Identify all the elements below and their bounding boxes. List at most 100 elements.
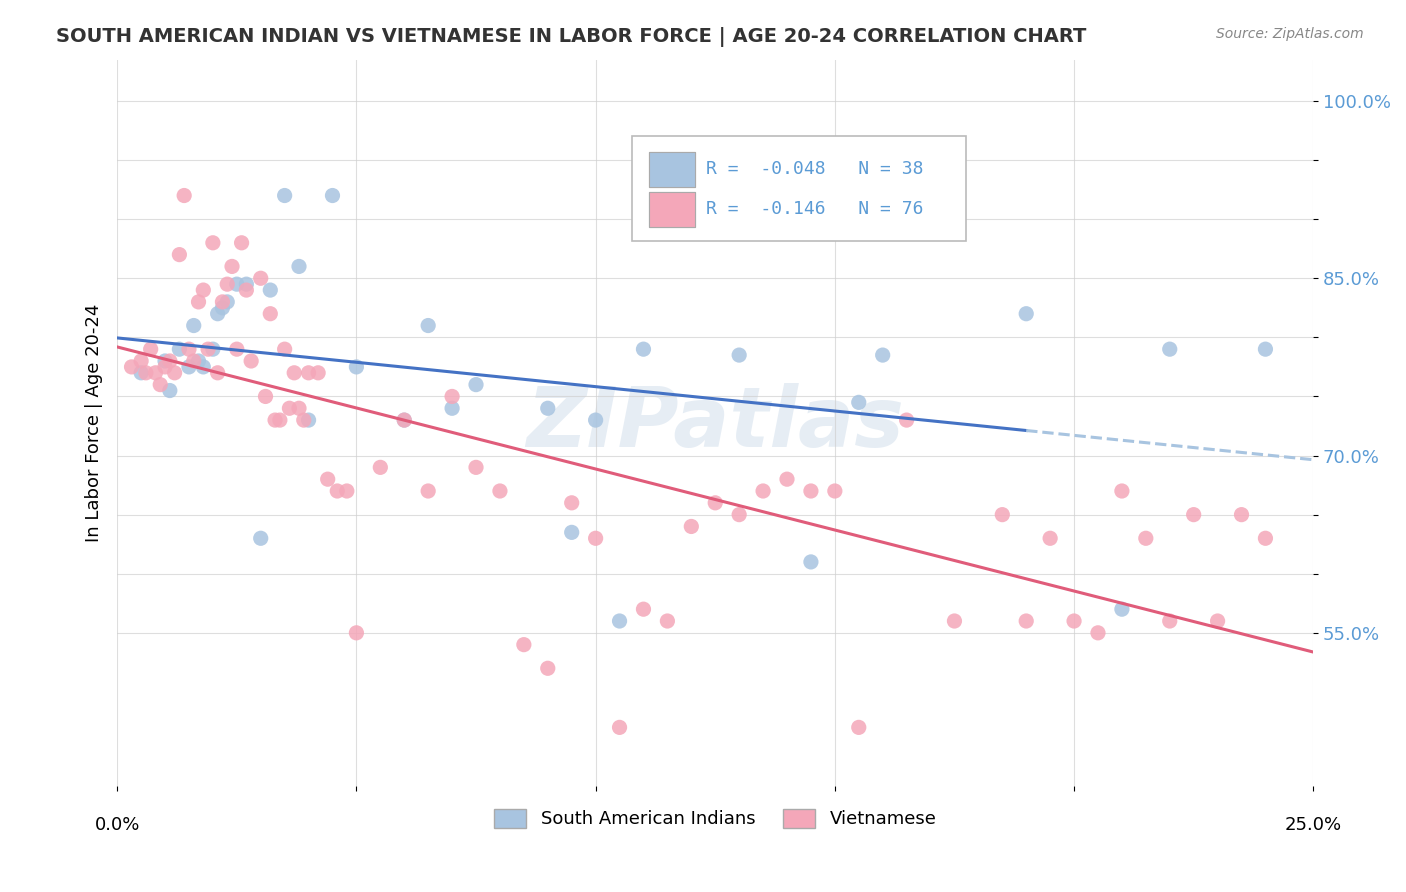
Point — [370, 460, 392, 475]
Text: Source: ZipAtlas.com: Source: ZipAtlas.com — [1216, 27, 1364, 41]
Y-axis label: In Labor Force | Age 20-24: In Labor Force | Age 20-24 — [86, 304, 103, 542]
FancyBboxPatch shape — [650, 152, 695, 186]
Point — [259, 283, 281, 297]
Point — [1182, 508, 1205, 522]
Point — [254, 389, 277, 403]
Point — [991, 508, 1014, 522]
Point — [153, 359, 176, 374]
Point — [394, 413, 416, 427]
Text: R =  -0.048   N = 38: R = -0.048 N = 38 — [706, 160, 924, 178]
Point — [1111, 483, 1133, 498]
Point — [633, 602, 655, 616]
Point — [585, 413, 607, 427]
Point — [183, 354, 205, 368]
Point — [235, 283, 257, 297]
Legend: South American Indians, Vietnamese: South American Indians, Vietnamese — [486, 802, 943, 836]
Point — [513, 638, 536, 652]
Point — [278, 401, 301, 416]
Point — [1111, 602, 1133, 616]
Point — [235, 277, 257, 292]
Point — [609, 720, 631, 734]
Point — [561, 525, 583, 540]
Point — [752, 483, 775, 498]
Point — [344, 359, 367, 374]
Point — [943, 614, 966, 628]
Point — [418, 483, 440, 498]
Point — [1159, 614, 1181, 628]
Point — [149, 377, 172, 392]
Point — [183, 318, 205, 333]
Point — [211, 294, 233, 309]
Point — [441, 401, 464, 416]
Point — [273, 342, 295, 356]
Point — [800, 483, 823, 498]
Point — [1206, 614, 1229, 628]
Point — [193, 283, 215, 297]
Point — [728, 348, 751, 362]
Point — [197, 342, 219, 356]
Point — [537, 401, 560, 416]
Point — [1230, 508, 1253, 522]
Point — [896, 413, 918, 427]
Point — [177, 359, 200, 374]
Point — [1063, 614, 1085, 628]
Point — [264, 413, 287, 427]
Point — [1135, 531, 1157, 545]
Point — [240, 354, 263, 368]
Point — [585, 531, 607, 545]
Point — [561, 496, 583, 510]
Point — [633, 342, 655, 356]
Point — [129, 366, 152, 380]
Point — [273, 188, 295, 202]
Point — [848, 395, 870, 409]
Point — [207, 307, 229, 321]
Point — [1087, 625, 1109, 640]
Point — [121, 359, 143, 374]
Point — [465, 377, 488, 392]
Point — [269, 413, 291, 427]
Point — [173, 188, 195, 202]
Point — [297, 413, 319, 427]
Point — [217, 294, 239, 309]
Point — [681, 519, 703, 533]
Point — [344, 625, 367, 640]
Point — [145, 366, 167, 380]
Text: ZIPatlas: ZIPatlas — [526, 383, 904, 464]
Point — [824, 483, 846, 498]
FancyBboxPatch shape — [650, 192, 695, 227]
Point — [288, 401, 311, 416]
Point — [321, 188, 343, 202]
Point — [163, 366, 186, 380]
Point — [259, 307, 281, 321]
Point — [1015, 307, 1038, 321]
Point — [292, 413, 315, 427]
Point — [193, 359, 215, 374]
Point — [225, 277, 247, 292]
Point — [800, 555, 823, 569]
Point — [609, 614, 631, 628]
Text: SOUTH AMERICAN INDIAN VS VIETNAMESE IN LABOR FORCE | AGE 20-24 CORRELATION CHART: SOUTH AMERICAN INDIAN VS VIETNAMESE IN L… — [56, 27, 1087, 46]
Point — [297, 366, 319, 380]
Point — [336, 483, 359, 498]
Point — [418, 318, 440, 333]
Point — [217, 277, 239, 292]
Point — [283, 366, 305, 380]
Point — [326, 483, 349, 498]
Point — [159, 384, 181, 398]
Point — [177, 342, 200, 356]
Point — [187, 294, 209, 309]
Point — [201, 235, 224, 250]
Point — [159, 354, 181, 368]
Point — [657, 614, 679, 628]
Point — [872, 348, 894, 362]
Point — [135, 366, 157, 380]
Point — [307, 366, 329, 380]
Point — [316, 472, 339, 486]
Point — [249, 531, 271, 545]
Point — [776, 472, 799, 486]
Point — [465, 460, 488, 475]
Text: 25.0%: 25.0% — [1285, 816, 1341, 834]
Point — [441, 389, 464, 403]
Text: R =  -0.146   N = 76: R = -0.146 N = 76 — [706, 200, 924, 218]
Point — [201, 342, 224, 356]
